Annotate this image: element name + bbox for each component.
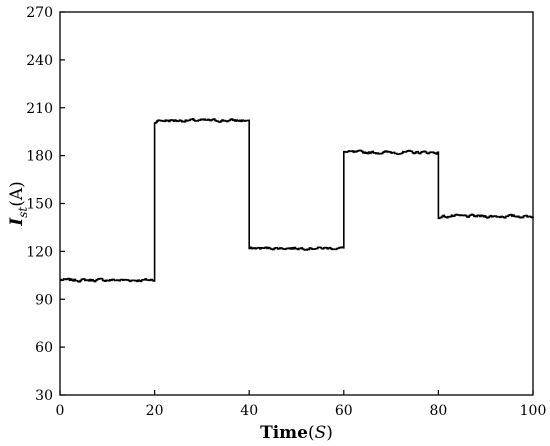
y-tick-label: 90 (35, 292, 53, 308)
y-tick-label: 180 (26, 149, 53, 165)
x-axis-title-main: Time (260, 423, 308, 443)
x-tick-label: 100 (520, 403, 547, 419)
y-tick-label: 270 (26, 5, 53, 21)
x-tick-label: 0 (56, 403, 65, 419)
y-axis-title: Ist(A) (7, 181, 30, 226)
y-tick-label: 120 (26, 244, 53, 260)
x-axis-title: Time(S) (260, 423, 333, 443)
x-axis-title-open: ( (308, 423, 315, 443)
data-layer (60, 118, 534, 283)
x-axis-title-close: ) (326, 423, 333, 443)
y-axis-title-unit: (A) (7, 181, 27, 207)
x-axis-title-unit: S (315, 423, 327, 443)
y-tick-label: 210 (26, 101, 53, 117)
y-axis-title-sub: st (16, 207, 30, 218)
y-tick-label: 30 (35, 388, 53, 404)
x-tick-label: 20 (146, 403, 164, 419)
axis-ticks: 0 20 40 60 80 100 30 60 90 120 150 180 210 240 270 (26, 5, 546, 419)
y-tick-label: 150 (26, 197, 53, 213)
plot-frame (59, 11, 534, 396)
x-tick-label: 60 (335, 403, 353, 419)
x-tick-label: 40 (240, 403, 258, 419)
current-series-line (60, 118, 534, 283)
y-tick-label: 60 (35, 340, 53, 356)
y-axis-title-main: I (7, 217, 27, 227)
x-tick-label: 80 (429, 403, 447, 419)
y-tick-label: 240 (26, 53, 53, 69)
